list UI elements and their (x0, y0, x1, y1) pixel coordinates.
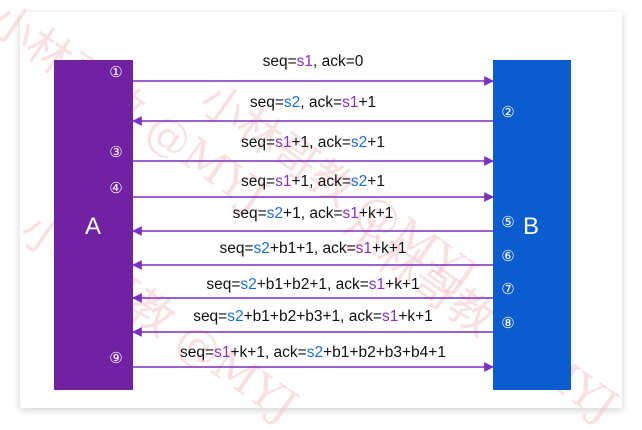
message-row: seq=s2+b1+1, ack=s1+k+1 ⑥ (132, 240, 515, 270)
step-number: ⑧ (501, 315, 514, 332)
message-label: seq=s2+1, ack=s1+k+1 (233, 205, 394, 222)
message-label: seq=s2+b1+1, ack=s1+k+1 (219, 240, 406, 257)
message-label: seq=s2+b1+b2+b3+1, ack=s1+k+1 (193, 308, 433, 325)
message-label: seq=s2, ack=s1+1 (250, 94, 376, 111)
host-a-bar (54, 60, 133, 390)
message-row: seq=s2+b1+b2+1, ack=s1+k+1 ⑦ (132, 276, 515, 303)
step-number: ④ (109, 180, 122, 197)
step-number: ⑦ (501, 281, 514, 298)
message-row: seq=s1+1, ack=s2+1 ④ (109, 173, 494, 202)
step-number: ③ (109, 144, 122, 161)
message-label: seq=s1+1, ack=s2+1 (241, 134, 385, 151)
step-number: ⑥ (501, 248, 514, 265)
step-number: ① (109, 64, 122, 81)
message-label: seq=s1+k+1, ack=s2+b1+b2+b3+b4+1 (180, 344, 446, 361)
message-row: seq=s2+1, ack=s1+k+1 ⑤ (132, 205, 515, 236)
message-row: seq=s1+k+1, ack=s2+b1+b2+b3+b4+1 ⑨ (109, 344, 494, 372)
host-a-label: A (85, 213, 101, 240)
message-label: seq=s1, ack=0 (263, 53, 364, 70)
message-label: seq=s2+b1+b2+1, ack=s1+k+1 (206, 276, 419, 293)
message-row: seq=s1+1, ack=s2+1 ③ (109, 134, 494, 166)
message-row: seq=s1, ack=0 ① (109, 53, 494, 86)
message-list: seq=s1, ack=0 ① seq=s2, ack=s1+1 ② seq=s1+1,… (109, 53, 515, 372)
host-b-label: B (523, 213, 539, 240)
host-b-bar (493, 60, 571, 390)
step-number: ⑤ (501, 214, 514, 231)
step-number: ② (501, 104, 514, 121)
message-row: seq=s2, ack=s1+1 ② (132, 94, 515, 126)
message-label: seq=s1+1, ack=s2+1 (241, 173, 385, 190)
message-row: seq=s2+b1+b2+b3+1, ack=s1+k+1 ⑧ (132, 308, 515, 337)
step-number: ⑨ (109, 350, 122, 367)
